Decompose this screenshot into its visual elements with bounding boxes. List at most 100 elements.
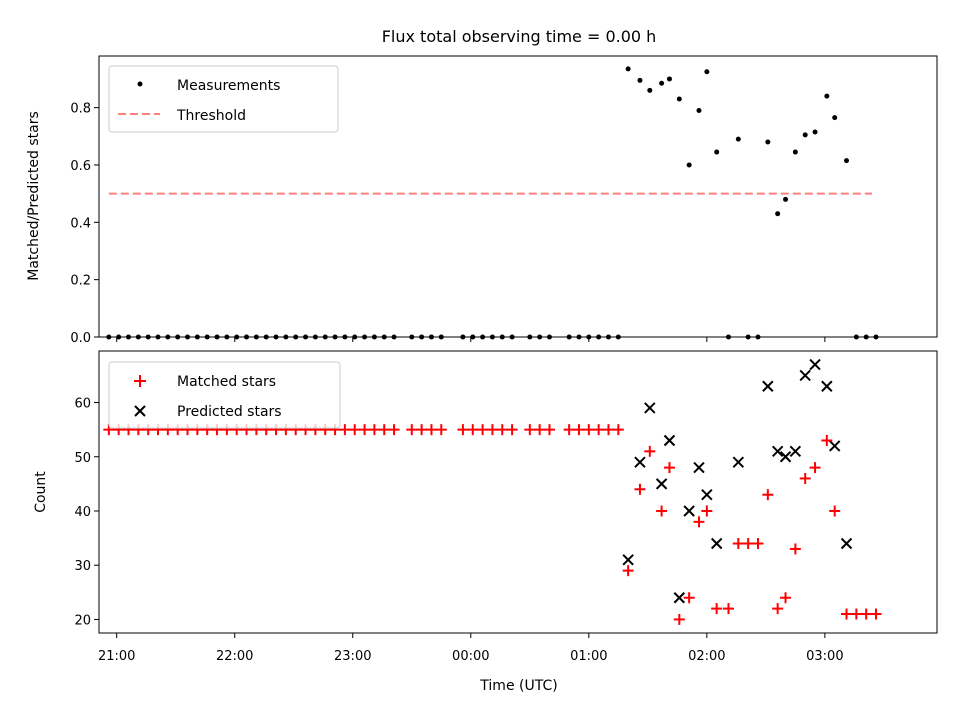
legend-threshold-label: Threshold bbox=[176, 108, 246, 124]
matched-star-point bbox=[563, 424, 575, 436]
top-legend: Measurements Threshold bbox=[108, 65, 339, 133]
measurement-point bbox=[783, 196, 789, 202]
predicted-star-point bbox=[840, 537, 853, 550]
measurement-point bbox=[775, 211, 781, 217]
matched-star-point bbox=[644, 445, 656, 457]
predicted-star-point bbox=[710, 537, 723, 550]
predicted-star-point bbox=[644, 402, 656, 414]
predicted-star-point bbox=[809, 358, 821, 371]
top-y-tick-label: 0.2 bbox=[70, 274, 91, 289]
top-y-ticks: 0.0 0.2 0.4 0.6 0.8 bbox=[70, 102, 99, 346]
measurement-point bbox=[666, 76, 672, 82]
predicted-star-point bbox=[779, 451, 792, 463]
bottom-y-ticks: 20 30 40 50 60 bbox=[74, 397, 99, 628]
matched-star-point bbox=[693, 516, 705, 528]
predicted-star-point bbox=[701, 489, 713, 501]
measurement-point bbox=[802, 132, 808, 138]
matched-star-point bbox=[799, 472, 811, 484]
legend-measurement-marker bbox=[137, 81, 143, 87]
matched-star-point bbox=[673, 613, 685, 625]
matched-star-point bbox=[496, 424, 508, 436]
predicted-star-point bbox=[762, 380, 774, 392]
measurement-point bbox=[812, 129, 818, 135]
measurement-point bbox=[676, 96, 682, 102]
measurement-point bbox=[832, 115, 838, 121]
bottom-panel: 20 30 40 50 60 21:00 22:00 23:00 00:00 01:00 02:0… bbox=[33, 350, 938, 694]
matched-star-point bbox=[656, 505, 668, 517]
x-tick-label: 23:00 bbox=[334, 649, 371, 664]
matched-star-point bbox=[406, 424, 418, 436]
top-y-tick-label: 0.4 bbox=[70, 216, 91, 231]
matched-star-point bbox=[742, 538, 754, 550]
matched-star-point bbox=[583, 424, 595, 436]
matched-star-point bbox=[435, 424, 447, 436]
matched-star-point bbox=[634, 483, 646, 495]
matched-star-point bbox=[732, 538, 744, 550]
matched-star-point bbox=[388, 424, 400, 436]
matched-star-point bbox=[378, 424, 390, 436]
matched-star-point bbox=[683, 592, 695, 604]
matched-star-point bbox=[860, 608, 872, 620]
top-y-tick-label: 0.8 bbox=[70, 102, 91, 117]
matched-star-point bbox=[772, 603, 784, 615]
bottom-y-tick-label: 30 bbox=[74, 559, 91, 574]
bottom-y-tick-label: 50 bbox=[74, 451, 91, 466]
matched-star-point bbox=[841, 608, 853, 620]
top-y-axis-label: Matched/Predicted stars bbox=[26, 111, 42, 281]
matched-star-point bbox=[829, 505, 841, 517]
measurement-point bbox=[824, 93, 830, 99]
matched-star-point bbox=[339, 424, 351, 436]
matched-star-point bbox=[486, 424, 498, 436]
bottom-legend: Matched stars Predicted stars bbox=[108, 361, 341, 429]
matched-star-point bbox=[543, 424, 555, 436]
bottom-legend-box bbox=[108, 361, 341, 429]
measurement-point bbox=[704, 69, 710, 75]
matched-star-point bbox=[368, 424, 380, 436]
matched-star-point bbox=[821, 434, 833, 446]
predicted-star-point bbox=[829, 440, 841, 452]
measurement-point bbox=[735, 136, 741, 142]
matched-star-point bbox=[524, 424, 536, 436]
x-tick-label: 00:00 bbox=[452, 649, 489, 664]
chart-title: Flux total observing time = 0.00 h bbox=[382, 27, 657, 46]
measurement-point bbox=[625, 66, 631, 72]
bottom-y-tick-label: 40 bbox=[74, 505, 91, 520]
matched-star-point bbox=[349, 424, 361, 436]
legend-matched-marker bbox=[134, 375, 146, 387]
matched-star-point bbox=[701, 505, 713, 517]
top-axes-frame bbox=[98, 55, 938, 338]
measurement-point bbox=[686, 162, 692, 168]
top-y-tick-label: 0.0 bbox=[70, 331, 91, 346]
matched-star-point bbox=[506, 424, 518, 436]
measurement-point bbox=[696, 107, 702, 113]
legend-matched-label: Matched stars bbox=[177, 374, 276, 390]
predicted-star-point bbox=[634, 456, 646, 468]
predicted-star-point bbox=[693, 461, 705, 474]
matched-star-point bbox=[573, 424, 585, 436]
x-tick-label: 21:00 bbox=[98, 649, 135, 664]
bottom-y-tick-label: 20 bbox=[74, 613, 91, 628]
measurement-point bbox=[659, 80, 665, 86]
matched-star-point bbox=[789, 543, 801, 555]
matched-star-point bbox=[612, 424, 624, 436]
x-tick-label: 22:00 bbox=[216, 649, 253, 664]
bottom-x-ticks: 21:00 22:00 23:00 00:00 01:00 02:00 03:00 bbox=[98, 633, 844, 664]
legend-predicted-label: Predicted stars bbox=[177, 404, 282, 420]
measurement-point bbox=[792, 149, 798, 155]
matched-star-point bbox=[622, 565, 634, 577]
matched-star-point bbox=[593, 424, 605, 436]
top-legend-box bbox=[108, 65, 339, 133]
x-axis-label: Time (UTC) bbox=[479, 678, 557, 694]
matched-stars-series bbox=[103, 424, 882, 625]
bottom-axes-frame bbox=[98, 350, 938, 634]
predicted-star-point bbox=[673, 592, 686, 604]
measurement-point bbox=[844, 158, 850, 164]
matched-star-point bbox=[477, 424, 489, 436]
matched-star-point bbox=[467, 424, 479, 436]
top-panel: 0.00.20.40.60.8 Matched/Predicted stars … bbox=[26, 55, 938, 346]
matched-star-point bbox=[663, 462, 675, 474]
predicted-star-point bbox=[663, 434, 676, 447]
matched-star-point bbox=[457, 424, 469, 436]
matched-star-point bbox=[534, 424, 546, 436]
